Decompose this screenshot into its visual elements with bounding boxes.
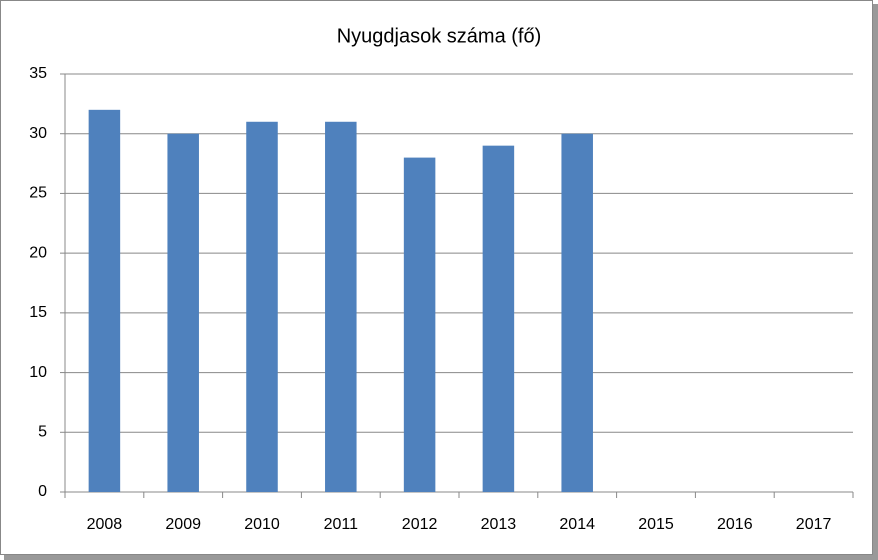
y-tick-label: 30 [29, 125, 47, 142]
bar [88, 109, 121, 492]
bar [561, 133, 593, 492]
x-tick-label: 2015 [638, 516, 674, 533]
y-tick-label: 15 [29, 304, 47, 321]
x-tick-label: 2017 [796, 516, 832, 533]
chart-title: Nyugdjasok száma (fő) [337, 25, 542, 47]
y-tick-label: 0 [38, 483, 47, 500]
x-tick-label: 2009 [165, 516, 201, 533]
x-tick-label: 2012 [402, 516, 438, 533]
bar [246, 121, 278, 493]
shadow [873, 4, 878, 560]
bar [403, 157, 436, 492]
bar [325, 121, 357, 493]
y-tick-label: 25 [29, 185, 47, 202]
x-tick-label: 2008 [87, 516, 123, 533]
x-tick-label: 2014 [559, 516, 595, 533]
y-tick-label: 20 [29, 244, 47, 261]
shadow [4, 555, 878, 560]
x-tick-label: 2013 [481, 516, 517, 533]
y-tick-label: 35 [29, 65, 47, 82]
x-tick-label: 2016 [717, 516, 753, 533]
y-tick-label: 5 [38, 424, 47, 441]
bar [482, 145, 515, 492]
y-tick-label: 10 [29, 364, 47, 381]
x-tick-label: 2011 [324, 516, 359, 533]
bar [167, 133, 199, 492]
x-tick-label: 2010 [244, 516, 280, 533]
